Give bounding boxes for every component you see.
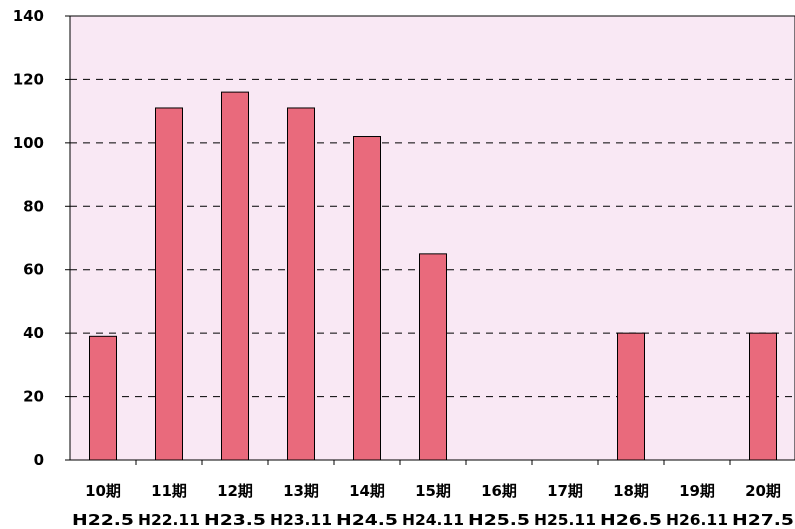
y-tick-label: 120 (13, 70, 44, 88)
bar (221, 91, 249, 461)
bar (287, 107, 315, 461)
bars (89, 91, 777, 461)
y-tick-label: 0 (34, 451, 44, 469)
y-tick-label: 80 (23, 197, 44, 215)
x-tick-label: 15期 (415, 482, 451, 500)
x-tick-label: 13期 (283, 482, 319, 500)
y-tick-label: 100 (13, 134, 44, 152)
gridlines (70, 78, 795, 398)
bar (353, 136, 381, 461)
y-tick-label: 40 (23, 324, 44, 342)
x-tick-label: 10期 (85, 482, 121, 500)
bar (617, 332, 645, 461)
x-tick-sublabel: H27.5 (732, 511, 794, 529)
bar (419, 253, 447, 461)
x-tick-sublabel: H26.5 (600, 511, 662, 529)
x-tick-label: 18期 (613, 482, 649, 500)
x-tick-label: 17期 (547, 482, 583, 500)
x-axis-ticks: 10期 H22.5 11期 H22.11 12期 H23.5 13期 H23.11 14期 H24… (72, 460, 794, 529)
y-tick-label: 60 (23, 261, 44, 279)
bar (155, 107, 183, 461)
bar (89, 335, 117, 461)
y-tick-label: 140 (13, 7, 44, 25)
x-tick-sublabel: H23.11 (270, 511, 332, 529)
x-tick-sublabel: H25.5 (468, 511, 530, 529)
x-tick-sublabel: H26.11 (666, 511, 728, 529)
x-tick-sublabel: H23.5 (204, 511, 266, 529)
x-tick-label: 14期 (349, 482, 385, 500)
x-tick-sublabel: H22.5 (72, 511, 134, 529)
x-tick-label: 16期 (481, 482, 517, 500)
x-tick-label: 12期 (217, 482, 253, 500)
x-tick-sublabel: H22.11 (138, 511, 200, 529)
y-tick-label: 20 (23, 388, 44, 406)
x-tick-sublabel: H25.11 (534, 511, 596, 529)
x-tick-sublabel: H24.11 (402, 511, 464, 529)
x-tick-sublabel: H24.5 (336, 511, 398, 529)
x-tick-label: 20期 (745, 482, 781, 500)
x-tick-label: 19期 (679, 482, 715, 500)
x-tick-label: 11期 (151, 482, 187, 500)
bar (749, 332, 777, 461)
y-axis-ticks: 0 20 40 60 80 100 120 140 (13, 7, 70, 469)
